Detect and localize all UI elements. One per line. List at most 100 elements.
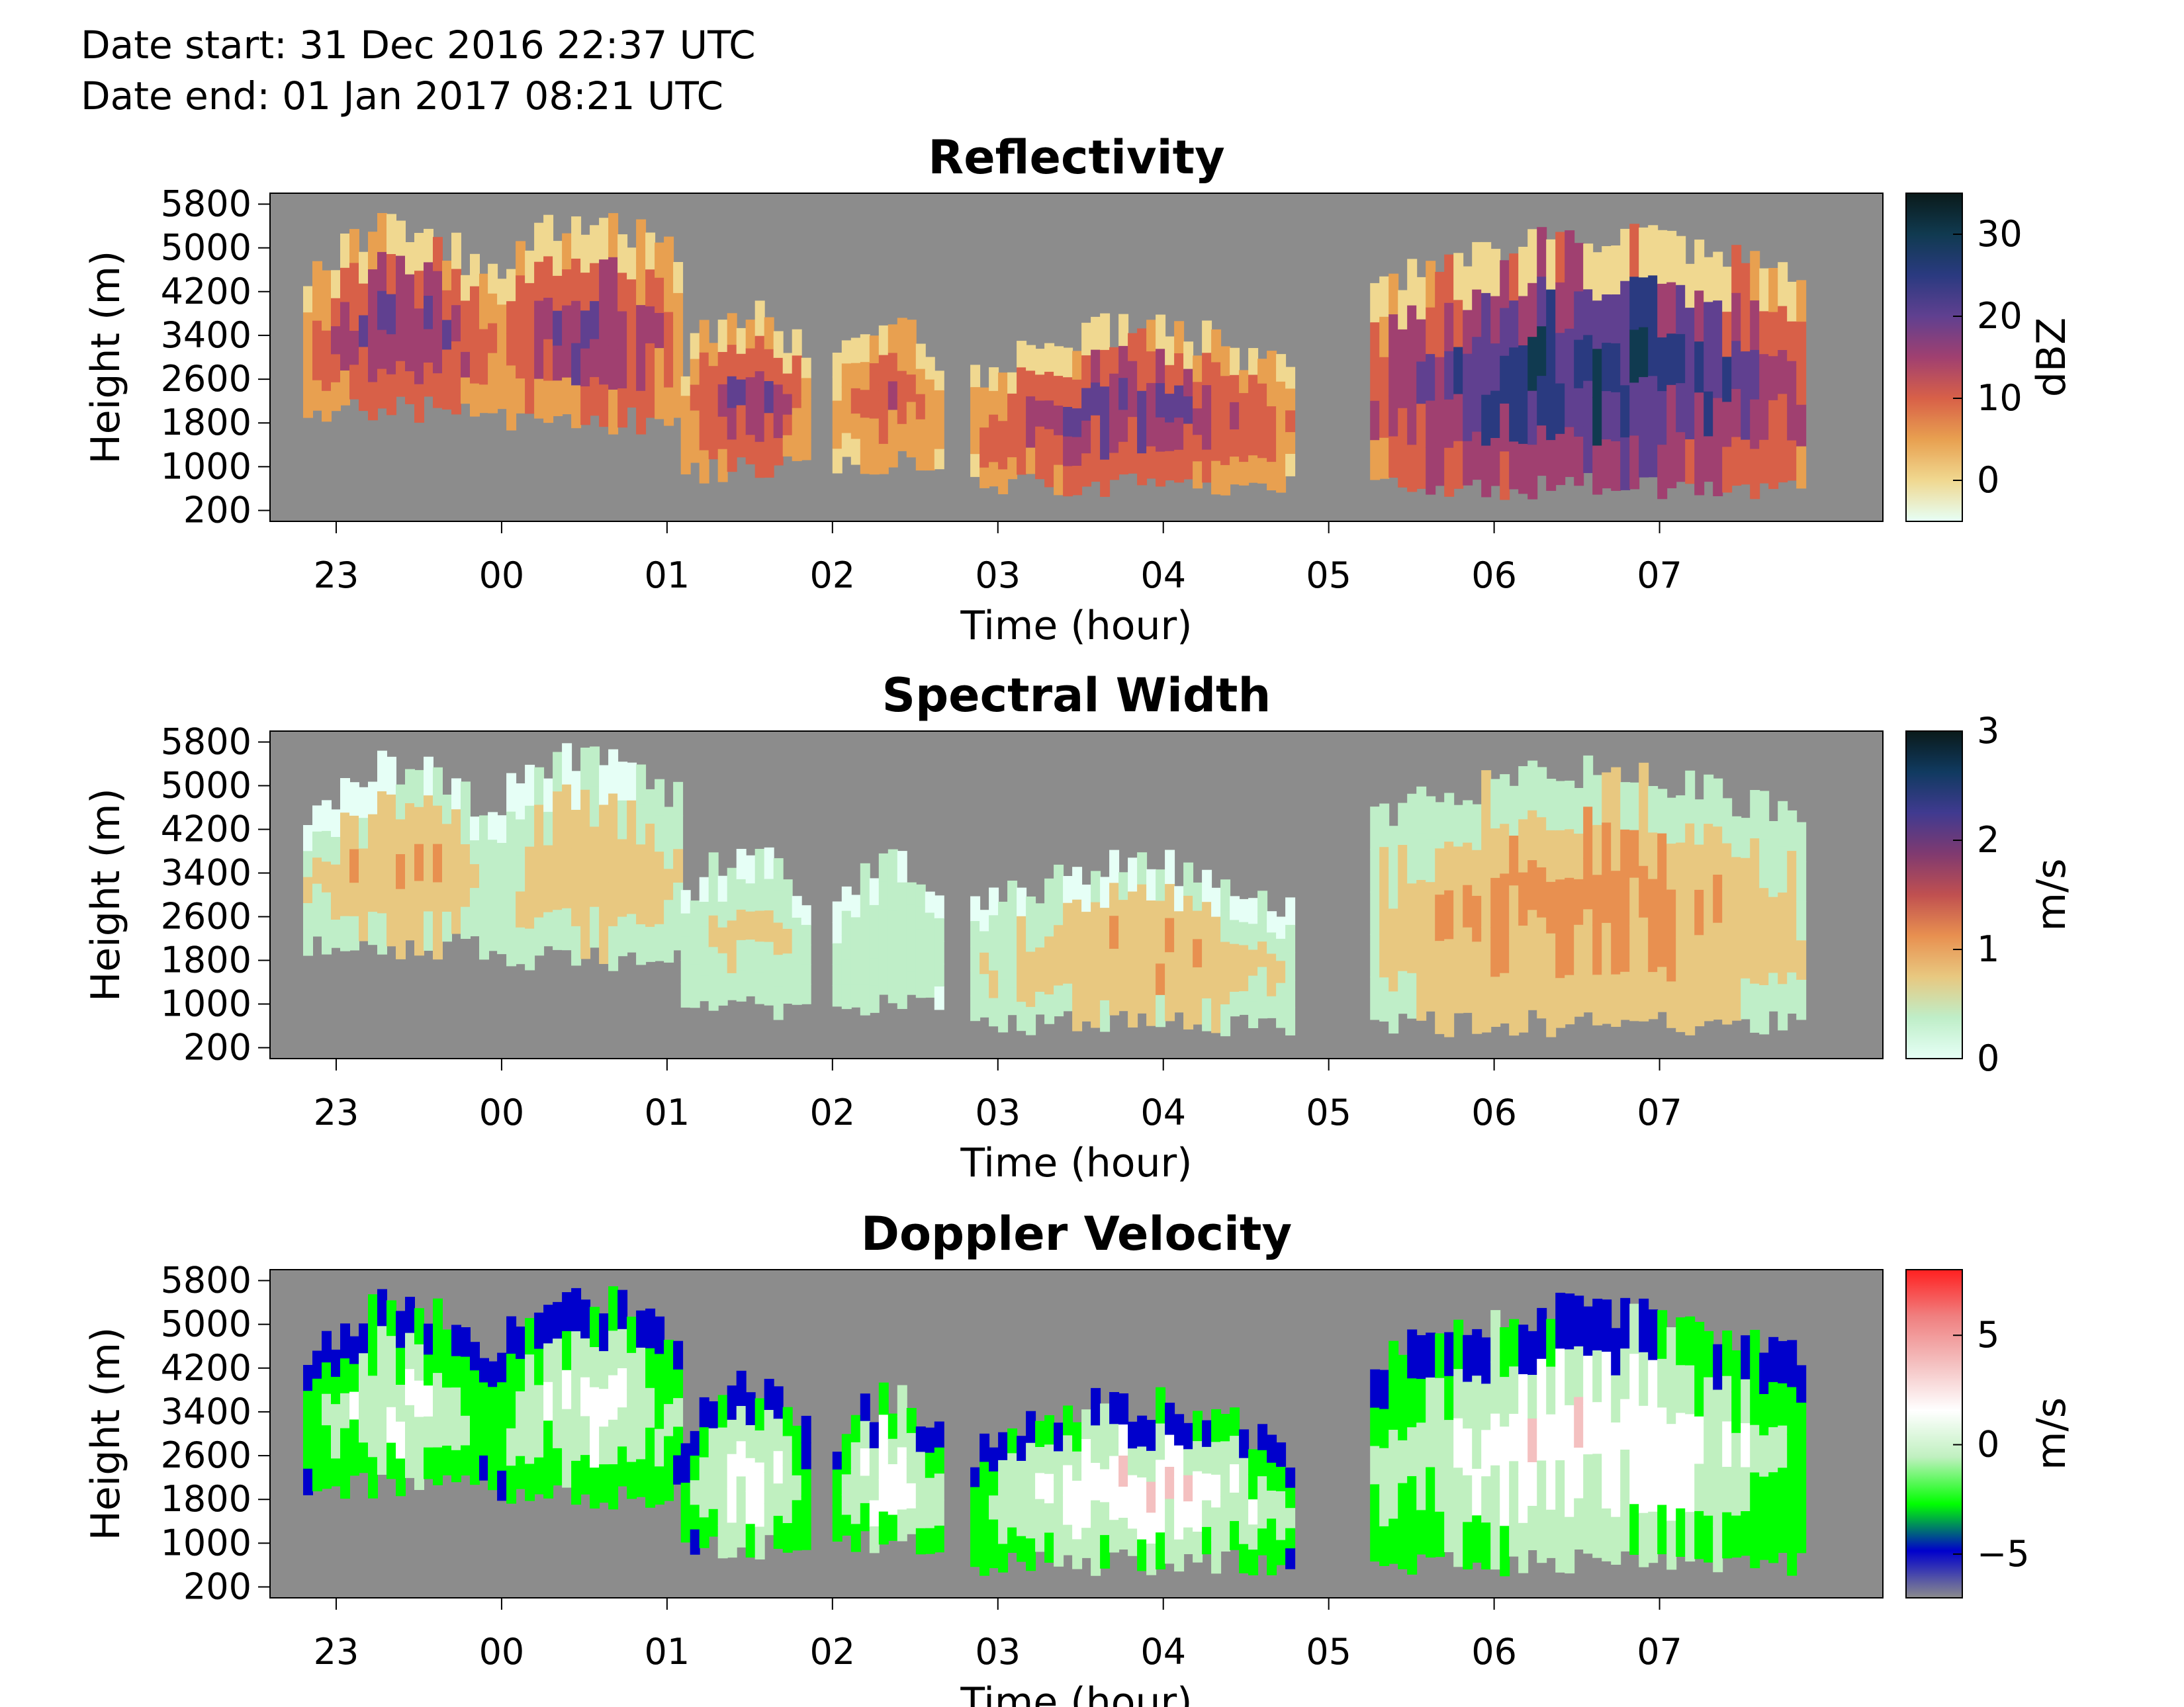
spectral-width-echo-cell <box>340 778 350 814</box>
doppler-velocity-echo-cell <box>1713 1526 1723 1573</box>
reflectivity-echo-cell <box>442 379 452 410</box>
reflectivity-title: Reflectivity <box>928 130 1224 185</box>
spectral-width-echo-cell <box>1054 925 1064 956</box>
reflectivity-echo-cell <box>1555 232 1566 283</box>
reflectivity-echo-cell <box>1165 336 1175 366</box>
reflectivity-echo-cell <box>627 279 637 312</box>
doppler-velocity-echo-cell <box>878 1415 889 1448</box>
doppler-velocity-echo-cell <box>673 1426 684 1456</box>
spectral-width-echo-cell <box>664 838 674 870</box>
spectral-width-echo-cell <box>1463 927 1473 971</box>
spectral-width-echo-cell <box>1676 842 1686 891</box>
doppler-velocity-echo-cell <box>1741 1467 1751 1512</box>
doppler-velocity-echo-cell <box>934 1525 944 1553</box>
reflectivity-echo-cell <box>479 301 489 330</box>
doppler-velocity-echo-cell <box>580 1299 591 1339</box>
doppler-velocity-x-tick-label: 00 <box>479 1631 525 1673</box>
spectral-width-echo-cell <box>878 966 889 995</box>
reflectivity-echo-cell <box>1620 385 1631 439</box>
spectral-width-echo-cell <box>580 789 591 833</box>
doppler-velocity-echo-cell <box>1285 1548 1296 1569</box>
doppler-velocity-echo-cell <box>1685 1365 1696 1415</box>
reflectivity-echo-cell <box>1648 426 1659 478</box>
spectral-width-echo-cell <box>897 914 907 946</box>
spectral-width-echo-cell <box>525 887 535 930</box>
doppler-velocity-echo-cell <box>1583 1306 1594 1357</box>
reflectivity-echo-cell <box>1017 420 1027 449</box>
doppler-velocity-echo-cell <box>1768 1381 1779 1428</box>
reflectivity-echo-cell <box>1685 263 1696 309</box>
doppler-velocity-echo-cell <box>1128 1502 1138 1530</box>
spectral-width-echo-cell <box>1100 877 1111 908</box>
reflectivity-echo-cell <box>396 255 406 292</box>
spectral-width-echo-cell <box>1518 819 1529 873</box>
doppler-velocity-echo-cell <box>506 1354 517 1392</box>
spectral-width-echo-cell <box>1741 978 1751 1020</box>
reflectivity-echo-cell <box>1230 374 1240 403</box>
doppler-velocity-echo-cell <box>340 1393 350 1429</box>
spectral-width-echo-cell <box>1407 838 1418 885</box>
reflectivity-echo-cell <box>349 365 359 400</box>
reflectivity-echo-cell <box>627 311 637 344</box>
doppler-velocity-echo-cell <box>1796 1365 1807 1403</box>
spectral-width-echo-cell <box>387 832 396 871</box>
reflectivity-echo-cell <box>405 242 415 275</box>
doppler-velocity-echo-cell <box>1202 1420 1212 1448</box>
spectral-width-echo-cell <box>608 882 619 927</box>
doppler-velocity-echo-cell <box>1370 1407 1381 1447</box>
reflectivity-echo-cell <box>1081 388 1092 421</box>
spectral-width-echo-cell <box>925 934 935 956</box>
reflectivity-echo-cell <box>860 362 870 391</box>
reflectivity-echo-cell <box>461 351 471 378</box>
reflectivity-y-tick-label: 1800 <box>161 402 251 443</box>
doppler-velocity-echo-cell <box>699 1517 709 1548</box>
spectral-width-echo-cell <box>479 844 489 874</box>
spectral-width-echo-cell <box>1527 959 1538 1010</box>
doppler-velocity-y-tick-label: 3400 <box>161 1391 251 1432</box>
spectral-width-echo-cell <box>1509 836 1520 887</box>
doppler-velocity-x-tick-label: 05 <box>1306 1631 1351 1673</box>
spectral-width-echo-cell <box>562 743 572 785</box>
doppler-velocity-echo-cell <box>1463 1381 1473 1430</box>
reflectivity-echo-cell <box>1602 246 1612 295</box>
reflectivity-echo-cell <box>349 263 359 298</box>
spectral-width-echo-cell <box>727 947 737 974</box>
spectral-width-echo-cell <box>1276 961 1287 984</box>
doppler-velocity-echo-cell <box>645 1467 656 1508</box>
spectral-width-echo-cell <box>1118 927 1129 956</box>
reflectivity-echo-cell <box>970 454 981 477</box>
reflectivity-colorbar-tick-label: 30 <box>1977 213 2023 255</box>
reflectivity-echo-cell <box>869 418 880 447</box>
reflectivity-echo-cell <box>1463 266 1473 311</box>
doppler-velocity-echo-cell <box>1731 1432 1742 1475</box>
reflectivity-echo-cell <box>368 382 378 421</box>
doppler-velocity-echo-cell <box>1500 1476 1510 1527</box>
reflectivity-echo-cell <box>717 416 728 450</box>
doppler-velocity-echo-cell <box>1091 1387 1101 1426</box>
spectral-width-echo-cell <box>1768 973 1779 1012</box>
spectral-width-echo-cell <box>1146 900 1157 933</box>
spectral-width-colorbar-label: m/s <box>2028 859 2075 932</box>
doppler-velocity-echo-cell <box>1118 1518 1129 1550</box>
spectral-width-echo-cell <box>1722 888 1733 934</box>
doppler-velocity-echo-cell <box>1072 1422 1083 1452</box>
doppler-velocity-echo-cell <box>1156 1387 1166 1424</box>
spectral-width-echo-cell <box>745 883 756 912</box>
reflectivity-echo-cell <box>1044 458 1055 488</box>
reflectivity-echo-cell <box>1768 268 1779 313</box>
spectral-width-echo-cell <box>331 809 341 838</box>
spectral-width-echo-cell <box>1202 998 1212 1031</box>
doppler-velocity-echo-cell <box>887 1489 898 1516</box>
reflectivity-echo-cell <box>1778 306 1788 351</box>
spectral-width-echo-cell <box>1527 760 1538 811</box>
spectral-width-echo-cell <box>571 848 582 889</box>
doppler-velocity-echo-cell <box>359 1383 369 1414</box>
reflectivity-echo-cell <box>1091 415 1101 449</box>
reflectivity-echo-cell <box>1174 353 1185 386</box>
doppler-velocity-echo-cell <box>368 1457 378 1499</box>
doppler-velocity-echo-cell <box>470 1342 480 1372</box>
reflectivity-echo-cell <box>1174 385 1185 419</box>
reflectivity-echo-cell <box>1500 355 1510 405</box>
spectral-width-echo-cell <box>970 995 981 1022</box>
reflectivity-echo-cell <box>340 267 350 303</box>
